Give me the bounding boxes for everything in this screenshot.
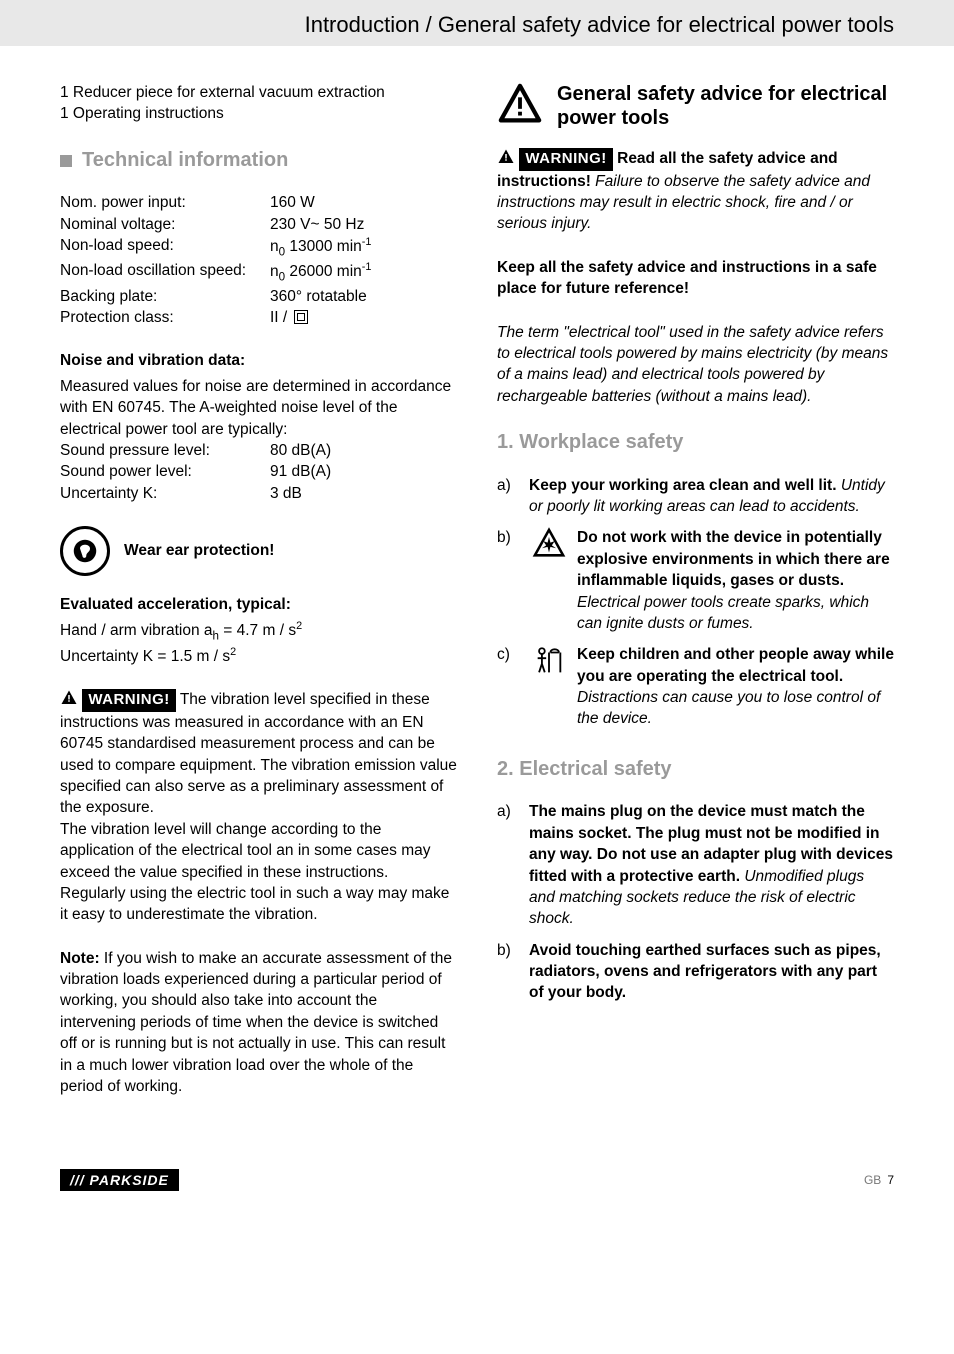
item-bold: Keep children and other people away whil… [577, 646, 894, 684]
noise-heading: Noise and vibration data: [60, 350, 457, 371]
noise-row: Sound power level:91 dB(A) [60, 461, 457, 482]
list-item: a) Keep your working area clean and well… [497, 475, 894, 518]
list-marker: a) [497, 475, 521, 518]
header-title: Introduction / General safety advice for… [305, 12, 894, 37]
right-column: General safety advice for electrical pow… [497, 82, 894, 1119]
warning-triangle-icon [497, 82, 543, 128]
spec-row: Protection class:II / [60, 307, 457, 328]
spec-table: Nom. power input:160 W Nominal voltage:2… [60, 192, 457, 328]
note-body: If you wish to make an accurate assessme… [60, 950, 452, 1095]
main-title-row: General safety advice for electrical pow… [497, 82, 894, 130]
warning-intro: WARNING! Read all the safety advice and … [497, 148, 894, 235]
keep-away-icon [529, 644, 569, 730]
term-definition: The term "electrical tool" used in the s… [497, 322, 894, 408]
warning-badge: WARNING! [519, 148, 613, 171]
accel-section: Evaluated acceleration, typical: Hand / … [60, 594, 457, 667]
left-column: 1 Reducer piece for external vacuum extr… [60, 82, 457, 1119]
spec-row: Nom. power input:160 W [60, 192, 457, 213]
ear-protection-row: Wear ear protection! [60, 526, 457, 576]
item-bold: Avoid touching earthed surfaces such as … [529, 942, 881, 1002]
page-footer: /// PARKSIDE GB7 [0, 1169, 954, 1205]
spec-value: n0 26000 min-1 [270, 260, 457, 285]
explosion-icon [529, 527, 569, 634]
spec-value: II / [270, 307, 457, 328]
spec-value: n0 13000 min-1 [270, 235, 457, 260]
pre-item: 1 Operating instructions [60, 103, 457, 124]
item-bold: Keep your working area clean and well li… [529, 477, 837, 494]
spec-row: Non-load oscillation speed:n0 26000 min-… [60, 260, 457, 285]
note-block: Note: If you wish to make an accurate as… [60, 948, 457, 1098]
vibration-warning: WARNING! The vibration level specified i… [60, 689, 457, 925]
list-item: b) Do not work with the device in potent… [497, 527, 894, 634]
bullet-icon [60, 155, 72, 167]
warning-triangle-icon [497, 148, 515, 166]
electrical-safety-title: 2. Electrical safety [497, 756, 894, 784]
list-marker: a) [497, 801, 521, 929]
brand-logo: /// PARKSIDE [60, 1169, 179, 1191]
noise-row: Uncertainty K:3 dB [60, 483, 457, 504]
noise-section: Noise and vibration data: Measured value… [60, 350, 457, 504]
item-bold: Do not work with the device in potential… [577, 529, 890, 589]
spec-row: Nominal voltage:230 V~ 50 Hz [60, 214, 457, 235]
tech-info-title: Technical information [60, 147, 457, 175]
list-item: a) The mains plug on the device must mat… [497, 801, 894, 929]
list-marker: c) [497, 644, 521, 730]
content-columns: 1 Reducer piece for external vacuum extr… [0, 82, 954, 1149]
ear-protection-label: Wear ear protection! [124, 540, 274, 561]
pre-item: 1 Reducer piece for external vacuum extr… [60, 82, 457, 103]
warning-badge: WARNING! [82, 689, 176, 712]
spec-row: Non-load speed:n0 13000 min-1 [60, 235, 457, 260]
main-safety-title: General safety advice for electrical pow… [557, 82, 894, 130]
accel-line: Uncertainty K = 1.5 m / s2 [60, 645, 457, 668]
keep-instructions: Keep all the safety advice and instructi… [497, 257, 894, 300]
item-italic: Distractions can cause you to lose contr… [577, 687, 894, 730]
accel-heading: Evaluated acceleration, typical: [60, 594, 457, 615]
pre-items: 1 Reducer piece for external vacuum extr… [60, 82, 457, 125]
page-header: Introduction / General safety advice for… [0, 0, 954, 46]
ear-protection-icon [60, 526, 110, 576]
item-italic: Electrical power tools create sparks, wh… [577, 592, 894, 635]
warn-text-2: The vibration level will change accordin… [60, 819, 457, 926]
note-label: Note: [60, 950, 100, 967]
spec-row: Backing plate:360° rotatable [60, 286, 457, 307]
accel-line: Hand / arm vibration ah = 4.7 m / s2 [60, 619, 457, 644]
list-marker: b) [497, 527, 521, 634]
list-item: c) Keep children and other people away w… [497, 644, 894, 730]
workplace-safety-title: 1. Workplace safety [497, 429, 894, 457]
list-marker: b) [497, 940, 521, 1004]
noise-row: Sound pressure level:80 dB(A) [60, 440, 457, 461]
noise-intro: Measured values for noise are determined… [60, 376, 457, 440]
page-number: GB7 [864, 1173, 894, 1187]
warning-triangle-icon [60, 689, 78, 707]
list-item: b) Avoid touching earthed surfaces such … [497, 940, 894, 1004]
